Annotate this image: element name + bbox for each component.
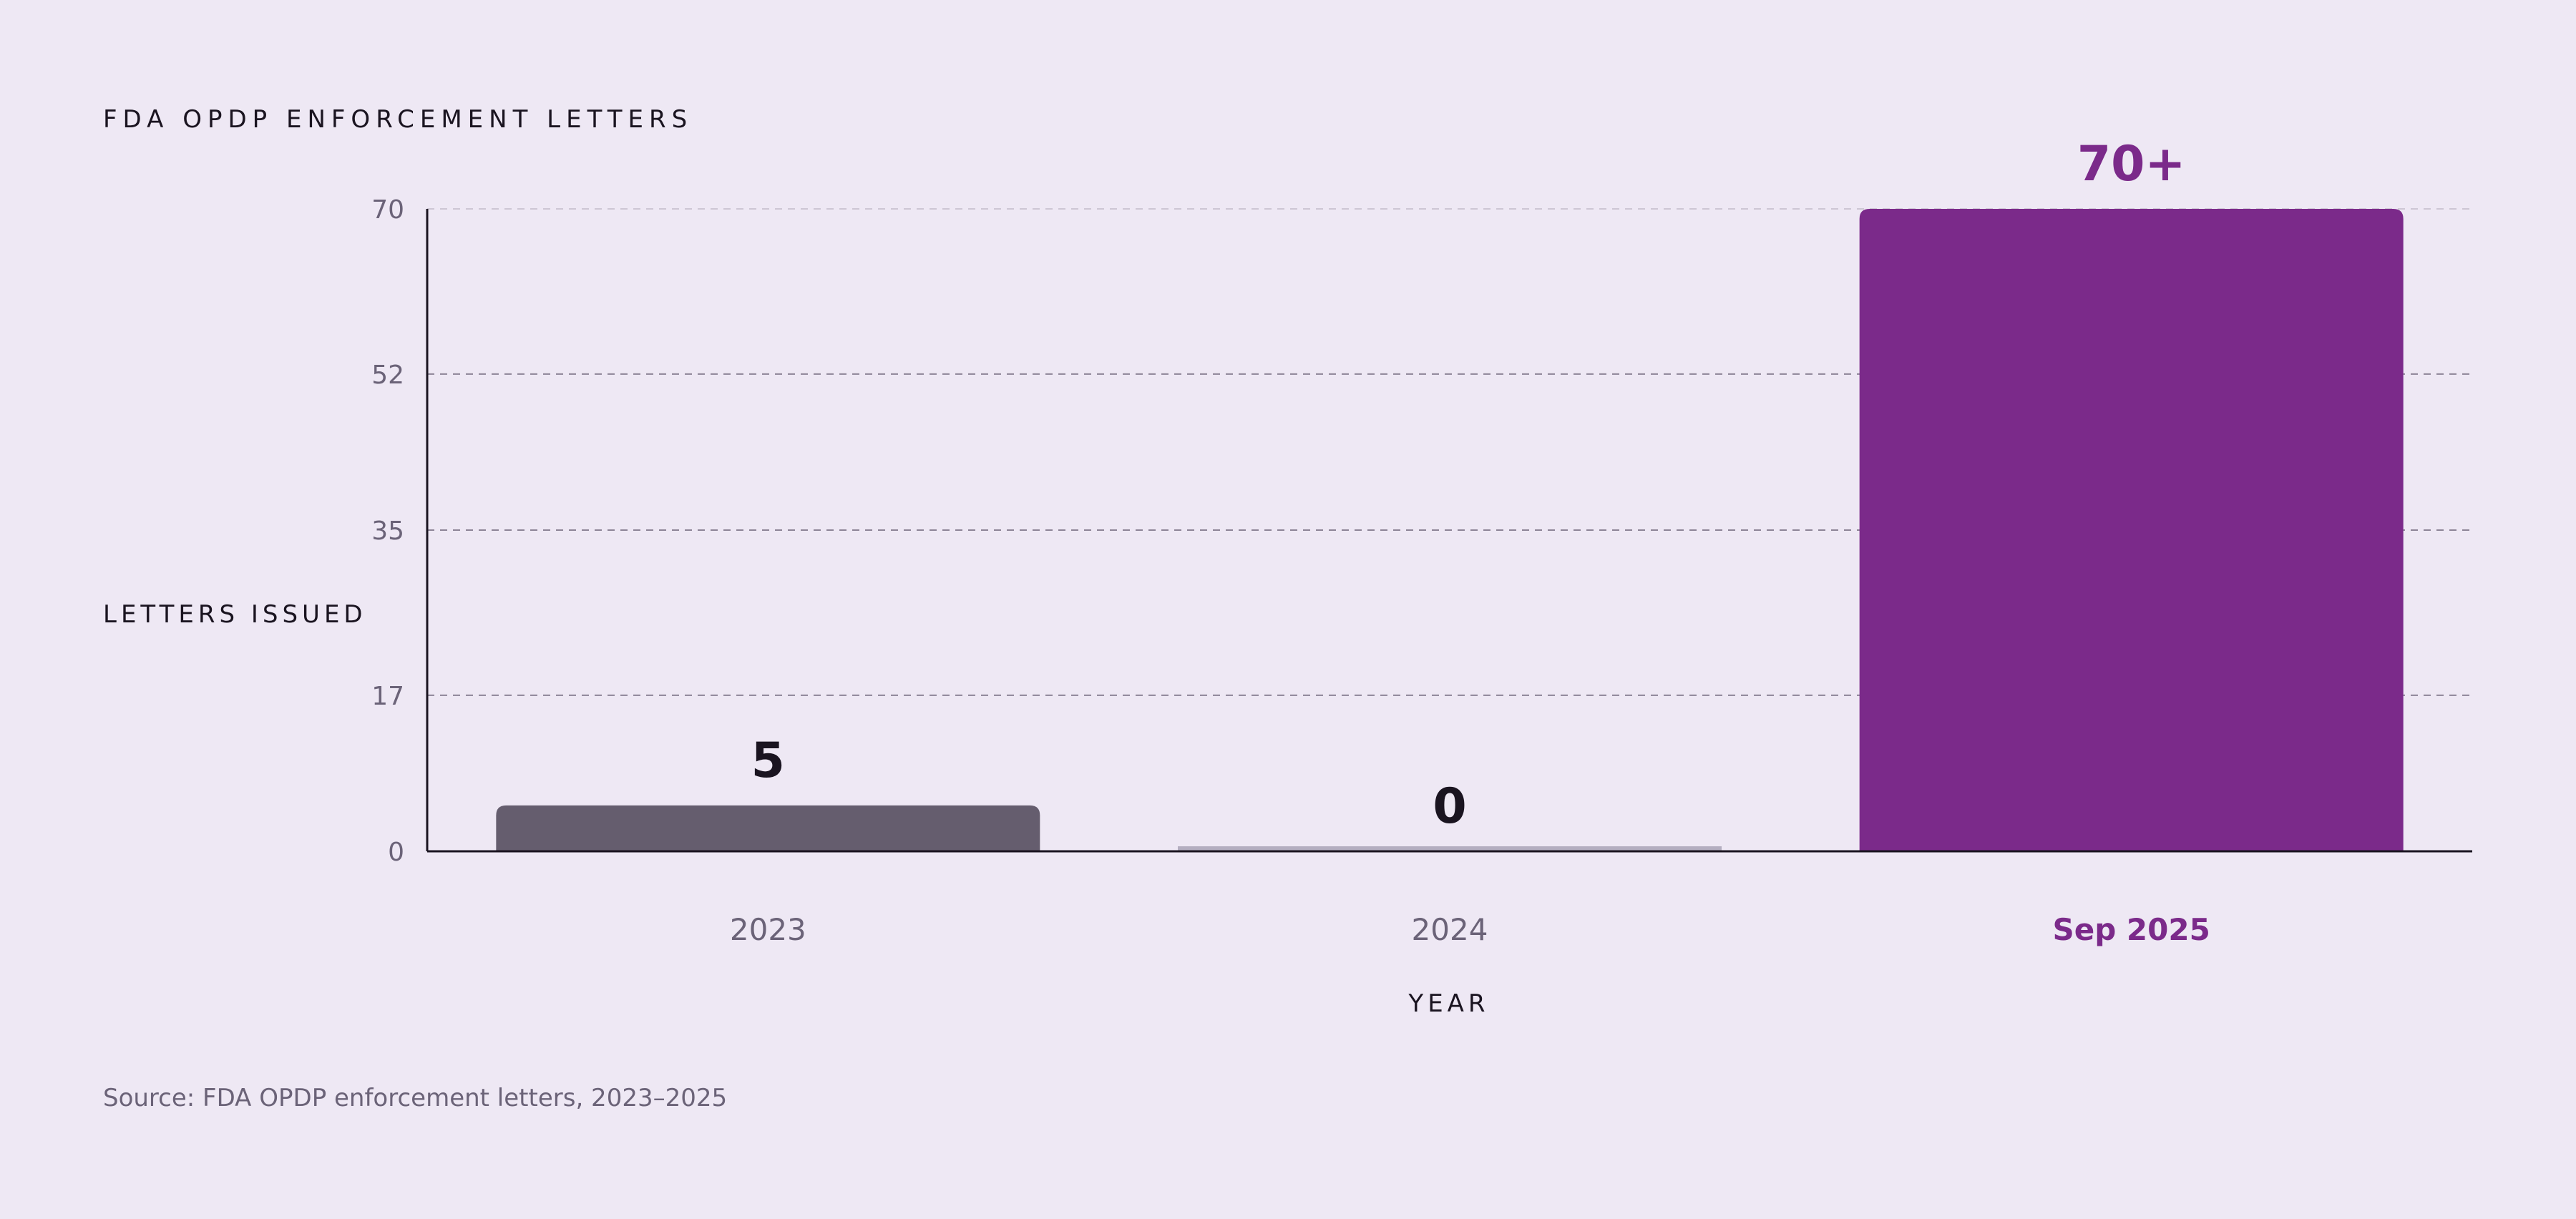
- bar-2023: [496, 805, 1040, 851]
- y-tick-label-52: 52: [371, 361, 404, 390]
- y-tick-label-70: 70: [371, 195, 404, 225]
- bar-sep-2025: [1859, 209, 2404, 851]
- y-tick-label-35: 35: [371, 517, 404, 546]
- value-label-sep-2025: 70+: [2077, 136, 2186, 192]
- y-axis-label: LETTERS ISSUED: [103, 600, 367, 629]
- y-tick-label-17: 17: [371, 682, 404, 711]
- bars: [496, 209, 2404, 851]
- chart-title: FDA OPDP ENFORCEMENT LETTERS: [103, 105, 693, 134]
- x-tick-label-2023: 2023: [730, 912, 806, 947]
- x-tick-label-2024: 2024: [1412, 912, 1488, 947]
- value-label-2023: 5: [751, 733, 785, 789]
- axes: [426, 209, 2472, 853]
- value-label-2024: 0: [1433, 778, 1466, 835]
- y-tick-label-0: 0: [388, 838, 404, 867]
- x-tick-label-sep-2025: Sep 2025: [2053, 912, 2210, 947]
- source-note: Source: FDA OPDP enforcement letters, 20…: [103, 1084, 727, 1112]
- x-axis-label: YEAR: [1407, 989, 1489, 1018]
- labels: 0 17 35 52 70 5 2023 0 2024 70+ Sep 2025: [371, 136, 2210, 947]
- bar-2024: [1178, 846, 1722, 851]
